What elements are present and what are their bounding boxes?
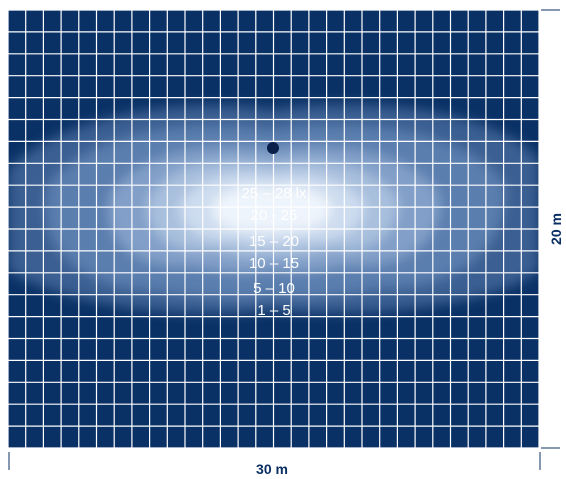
height-dimension [541,9,560,449]
zone-label-15-20: 15 – 20 [249,233,299,250]
zone-25-28 [211,186,332,233]
zone-label-10-15: 10 – 15 [249,255,299,272]
height-label: 20 m [548,213,564,245]
zone-labels: 25 – 28 lx 20 - 25 15 – 20 10 – 15 5 – 1… [241,185,307,319]
width-dimension [8,452,541,470]
zone-label-25-28: 25 – 28 lx [241,185,307,202]
zone-label-5-10: 5 – 10 [253,280,295,297]
zone-label-1-5: 1 – 5 [257,302,290,319]
luminaire-dot [267,142,279,154]
width-label: 30 m [256,461,288,477]
zone-label-20-25: 20 - 25 [251,207,298,224]
grid [8,10,539,448]
